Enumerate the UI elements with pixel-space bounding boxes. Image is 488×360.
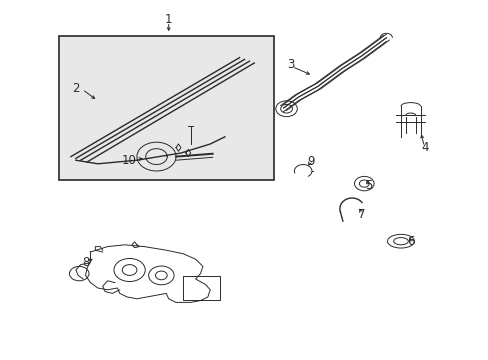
Text: 5: 5 <box>365 179 372 192</box>
Text: 2: 2 <box>72 82 80 95</box>
Text: 3: 3 <box>286 58 294 71</box>
Text: 9: 9 <box>306 156 314 168</box>
Text: 7: 7 <box>357 208 365 221</box>
Text: 6: 6 <box>406 235 414 248</box>
Bar <box>183 276 220 300</box>
Bar <box>59 36 273 180</box>
Text: 8: 8 <box>81 256 89 269</box>
Text: 10: 10 <box>122 154 137 167</box>
Text: 4: 4 <box>421 141 428 154</box>
Text: 1: 1 <box>164 13 172 26</box>
